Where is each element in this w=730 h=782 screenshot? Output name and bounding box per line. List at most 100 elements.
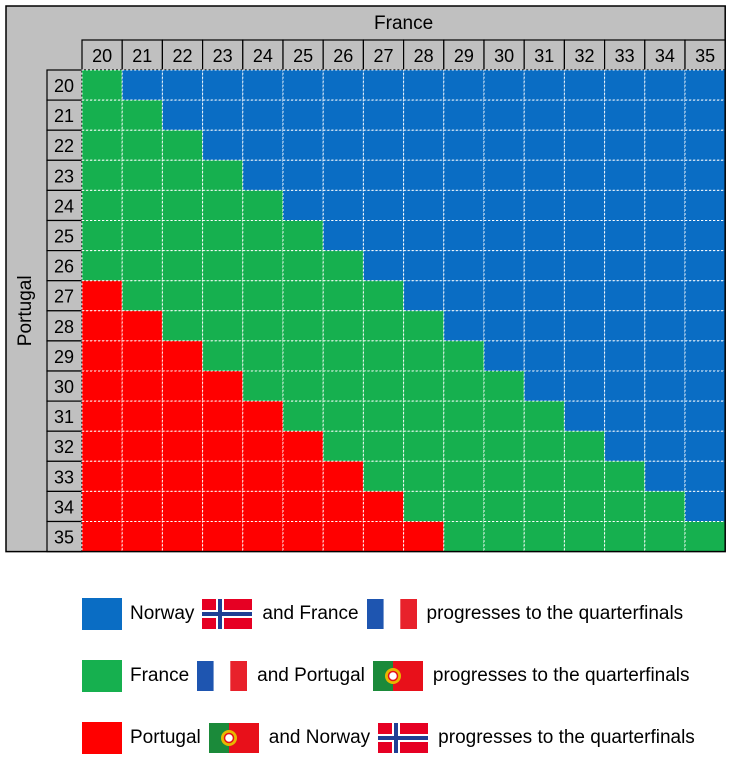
heatmap-cell	[282, 460, 324, 492]
heatmap-cell	[202, 189, 244, 221]
heatmap-cell	[644, 129, 686, 161]
heatmap-cell	[563, 129, 606, 161]
heatmap-cell	[242, 220, 284, 252]
heatmap-cell	[161, 521, 204, 553]
flag-band-blue	[197, 661, 214, 691]
flag-cross-blue-h	[378, 736, 429, 740]
heatmap-cell	[81, 490, 123, 522]
heatmap-cell	[161, 159, 204, 191]
france-flag-icon	[366, 599, 417, 629]
y-tick-label: 32	[54, 437, 74, 457]
row-header-cell	[46, 400, 83, 432]
heatmap-cell	[362, 99, 405, 131]
heatmap-cell	[523, 189, 565, 221]
heatmap-cell	[644, 310, 686, 342]
heatmap-cell	[684, 340, 726, 372]
heatmap-cell	[282, 521, 324, 553]
heatmap-cell	[121, 69, 163, 101]
x-tick-label: 26	[333, 46, 353, 66]
flag-band-green	[372, 661, 393, 691]
heatmap-cell	[604, 69, 646, 101]
heatmap-cell	[322, 521, 364, 553]
legend-text: and Portugal	[257, 665, 365, 686]
heatmap-cell	[282, 430, 324, 462]
heatmap-cell	[282, 280, 324, 312]
heatmap-cell	[242, 280, 284, 312]
legend-text: progresses to the quarterfinals	[438, 727, 695, 748]
heatmap-cell	[684, 69, 726, 101]
heatmap-cell	[322, 340, 364, 372]
heatmap-cell	[403, 521, 445, 553]
heatmap-cell	[523, 370, 565, 402]
y-tick-label: 34	[54, 497, 74, 517]
heatmap-cell	[443, 430, 485, 462]
heatmap-cell	[322, 129, 364, 161]
row-header-cell	[46, 490, 83, 523]
heatmap-cell	[563, 69, 606, 101]
heatmap-cell	[282, 370, 324, 402]
heatmap-cell	[403, 310, 445, 342]
cells-layer	[81, 69, 726, 553]
heatmap-cell	[242, 69, 284, 101]
heatmap-cell	[403, 340, 445, 372]
heatmap-cell	[121, 430, 163, 462]
heatmap-cell	[81, 370, 123, 402]
heatmap-cell	[443, 400, 485, 432]
heatmap-cell	[563, 490, 606, 522]
heatmap-cell	[282, 490, 324, 522]
heatmap-cell	[121, 99, 163, 131]
heatmap-cell	[322, 490, 364, 522]
heatmap-cell	[121, 370, 163, 402]
heatmap-cell	[644, 521, 686, 553]
heatmap-cell	[242, 460, 284, 492]
heatmap-cell	[443, 159, 485, 191]
heatmap-cell	[202, 280, 244, 312]
heatmap-cell	[403, 189, 445, 221]
heatmap-cell	[81, 280, 123, 312]
flag-band-green	[208, 723, 229, 753]
column-header-cell	[523, 39, 566, 71]
heatmap-cell	[563, 400, 606, 432]
heatmap-cell	[242, 310, 284, 342]
x-tick-label: 21	[132, 46, 152, 66]
heatmap-cell	[644, 220, 686, 252]
heatmap-cell	[81, 129, 123, 161]
heatmap-cell	[644, 280, 686, 312]
heatmap-cell	[362, 400, 405, 432]
heatmap-cell	[483, 521, 525, 553]
heatmap-cell	[242, 189, 284, 221]
portugal-flag-icon	[372, 661, 423, 691]
heatmap-cell	[604, 430, 646, 462]
heatmap-cell	[161, 430, 204, 462]
heatmap-cell	[684, 280, 726, 312]
heatmap-cell	[161, 370, 204, 402]
x-tick-label: 33	[615, 46, 635, 66]
heatmap-cell	[362, 220, 405, 252]
y-tick-label: 22	[54, 136, 74, 156]
heatmap-cell	[81, 159, 123, 191]
heatmap-cell	[282, 400, 324, 432]
heatmap-cell	[81, 189, 123, 221]
legend-text: and Norway	[268, 727, 371, 748]
column-header-cell	[362, 39, 405, 71]
heatmap-cell	[563, 460, 606, 492]
heatmap-cell	[684, 460, 726, 492]
heatmap-cell	[523, 69, 565, 101]
x-tick-label: 28	[414, 46, 434, 66]
heatmap-cell	[604, 310, 646, 342]
heatmap-cell	[362, 129, 405, 161]
heatmap-cell	[604, 400, 646, 432]
x-axis-title: France	[374, 13, 433, 34]
heatmap-cell	[563, 340, 606, 372]
heatmap-cell	[202, 310, 244, 342]
heatmap-cell	[684, 521, 726, 553]
heatmap-cell	[483, 159, 525, 191]
heatmap-cell	[242, 250, 284, 282]
heatmap-cell	[443, 310, 485, 342]
heatmap-cell	[443, 189, 485, 221]
chart-border	[5, 5, 726, 553]
heatmap-cell	[523, 521, 565, 553]
heatmap-cell	[121, 340, 163, 372]
y-tick-label: 26	[54, 257, 74, 277]
heatmap-cell	[161, 460, 204, 492]
